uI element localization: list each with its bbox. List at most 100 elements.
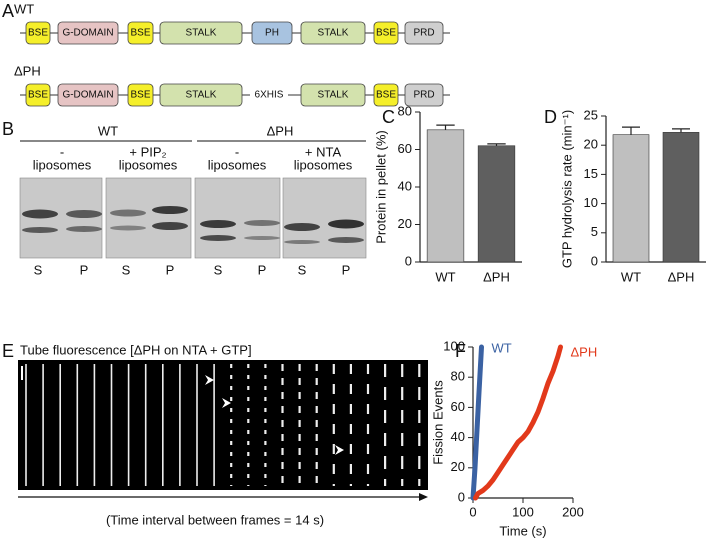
domain-box: [159, 21, 243, 45]
domain-box: [404, 83, 444, 107]
gel-image: [105, 177, 192, 259]
domain-box: [57, 21, 119, 45]
lane-label: S: [34, 262, 43, 277]
y-tick-label: 80: [451, 369, 465, 384]
bar: [426, 129, 465, 263]
y-tick-label: 20: [584, 137, 598, 152]
domain-label: BSE: [28, 28, 48, 39]
domain-box: [300, 21, 366, 45]
linker-gap: [250, 86, 288, 104]
x-tick-label: 200: [562, 504, 584, 519]
gel-band: [284, 223, 320, 231]
lane-condition: liposomes: [119, 157, 178, 172]
domain-box: [373, 83, 399, 107]
lane-condition: liposomes: [33, 157, 92, 172]
event-arrowhead: [222, 398, 231, 408]
domain-label: STALK: [318, 28, 349, 39]
y-tick-label: 0: [405, 253, 412, 268]
domain-label: BSE: [376, 90, 396, 101]
y-axis-label: GTP hydrolysis rate (min⁻¹): [559, 110, 574, 268]
series-line: [470, 344, 484, 501]
lane-label: P: [80, 262, 89, 277]
error-bar: [622, 126, 640, 135]
bar: [612, 134, 650, 263]
lane-condition: + NTA: [305, 144, 342, 159]
panel-label: D: [544, 107, 557, 127]
y-axis-label: Protein in pellet (%): [373, 130, 388, 243]
domain-box: [373, 21, 399, 45]
panel-label: C: [382, 107, 395, 127]
y-tick-label: 60: [451, 399, 465, 414]
panel-label: F: [455, 341, 466, 361]
lane-label: P: [166, 262, 175, 277]
gel-band: [244, 220, 280, 226]
gel-band: [66, 210, 102, 218]
x-tick-label: ΔPH: [668, 269, 695, 284]
domain-box: [25, 83, 51, 107]
gel-band: [328, 219, 364, 229]
gel-band: [66, 226, 102, 232]
domain-box: [404, 21, 444, 45]
domain-box: [57, 83, 119, 107]
series-label: ΔPH: [571, 344, 598, 359]
x-tick-label: 100: [512, 504, 534, 519]
panel-label: A: [2, 1, 14, 21]
y-tick-label: 10: [584, 195, 598, 210]
lane-condition: liposomes: [294, 157, 353, 172]
lane-label: S: [122, 262, 131, 277]
y-tick-label: 100: [443, 338, 465, 353]
domain-box: [300, 83, 366, 107]
domain-label: BSE: [130, 90, 150, 101]
domain-label: STALK: [186, 28, 217, 39]
domain-label: BSE: [130, 28, 150, 39]
bar: [662, 132, 700, 263]
gel-band: [244, 236, 280, 240]
gel-band: [152, 222, 188, 230]
y-tick-label: 40: [398, 178, 412, 193]
y-tick-label: 15: [584, 166, 598, 181]
x-tick-label: ΔPH: [483, 269, 510, 284]
domain-box: [25, 21, 51, 45]
lane-condition: liposomes: [208, 157, 267, 172]
panel-label: B: [2, 119, 14, 139]
linker-label: 6XHIS: [255, 90, 284, 101]
x-tick-label: WT: [621, 269, 641, 284]
kymograph: [18, 360, 428, 490]
y-tick-label: 20: [398, 216, 412, 231]
y-axis-label: Fission Events: [430, 380, 445, 465]
domain-label: STALK: [318, 90, 349, 101]
gel-group-label: ΔPH: [267, 123, 294, 138]
y-tick-label: 25: [584, 107, 598, 122]
arrow-head: [419, 493, 428, 501]
error-bar: [672, 128, 690, 133]
event-arrowhead: [335, 445, 344, 455]
bar: [477, 145, 516, 263]
event-arrowhead: [205, 375, 214, 385]
gel-image: [282, 177, 367, 259]
gel-band: [22, 227, 58, 233]
gel-group-label: WT: [98, 123, 118, 138]
y-tick-label: 0: [458, 489, 465, 504]
gel-band: [110, 209, 146, 217]
domain-box: [159, 83, 243, 107]
y-tick-label: 0: [591, 253, 598, 268]
lane-condition: -: [60, 144, 64, 159]
domain-label: PRD: [413, 90, 434, 101]
y-tick-label: 60: [398, 141, 412, 156]
x-tick-label: 0: [469, 504, 476, 519]
kymograph-title: Tube fluorescence [ΔPH on NTA + GTP]: [20, 342, 252, 357]
domain-label: BSE: [28, 90, 48, 101]
gel-image: [194, 177, 281, 259]
gel-band: [22, 209, 58, 219]
error-bar: [436, 124, 455, 130]
gel-band: [328, 237, 364, 243]
gel-band: [200, 220, 236, 228]
y-tick-label: 40: [451, 429, 465, 444]
y-tick-label: 20: [451, 459, 465, 474]
lane-label: P: [342, 262, 351, 277]
construct-label: WT: [14, 1, 34, 16]
y-tick-label: 5: [591, 224, 598, 239]
lane-condition: -: [235, 144, 239, 159]
x-axis-label: Time (s): [499, 523, 546, 538]
